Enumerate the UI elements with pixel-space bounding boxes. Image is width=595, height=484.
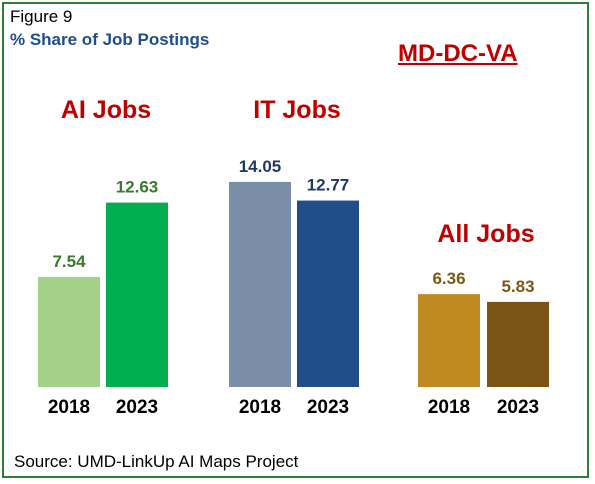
data-label-all-jobs-2023: 5.83 bbox=[501, 277, 534, 296]
chart-title: % Share of Job Postings bbox=[10, 30, 210, 49]
group-title-it-jobs: IT Jobs bbox=[253, 96, 341, 124]
group-title-ai-jobs: AI Jobs bbox=[60, 96, 152, 124]
year-label-ai-jobs-2023: 2023 bbox=[116, 397, 158, 418]
data-label-ai-jobs-2018: 7.54 bbox=[52, 252, 86, 271]
figure-frame bbox=[2, 2, 589, 478]
data-label-ai-jobs-2023: 12.63 bbox=[116, 178, 159, 197]
group-title-all-jobs: All Jobs bbox=[437, 220, 535, 248]
year-label-it-jobs-2018: 2018 bbox=[239, 397, 281, 418]
bar-all-jobs-2023 bbox=[487, 301, 549, 387]
year-label-all-jobs-2023: 2023 bbox=[497, 397, 539, 418]
data-label-it-jobs-2018: 14.05 bbox=[239, 157, 282, 176]
bar-all-jobs-2018 bbox=[418, 294, 480, 387]
bar-it-jobs-2018 bbox=[229, 181, 291, 387]
data-label-it-jobs-2023: 12.77 bbox=[307, 176, 350, 195]
bar-ai-jobs-2023 bbox=[106, 202, 168, 387]
bar-it-jobs-2023 bbox=[297, 200, 359, 387]
bar-ai-jobs-2018 bbox=[38, 276, 100, 387]
source-note: Source: UMD-LinkUp AI Maps Project bbox=[14, 452, 299, 471]
data-label-all-jobs-2018: 6.36 bbox=[432, 269, 465, 288]
year-label-it-jobs-2023: 2023 bbox=[307, 397, 349, 418]
year-label-ai-jobs-2018: 2018 bbox=[48, 397, 90, 418]
figure-label: Figure 9 bbox=[10, 7, 73, 26]
year-label-all-jobs-2018: 2018 bbox=[428, 397, 470, 418]
region-label: MD-DC-VA bbox=[398, 40, 518, 67]
